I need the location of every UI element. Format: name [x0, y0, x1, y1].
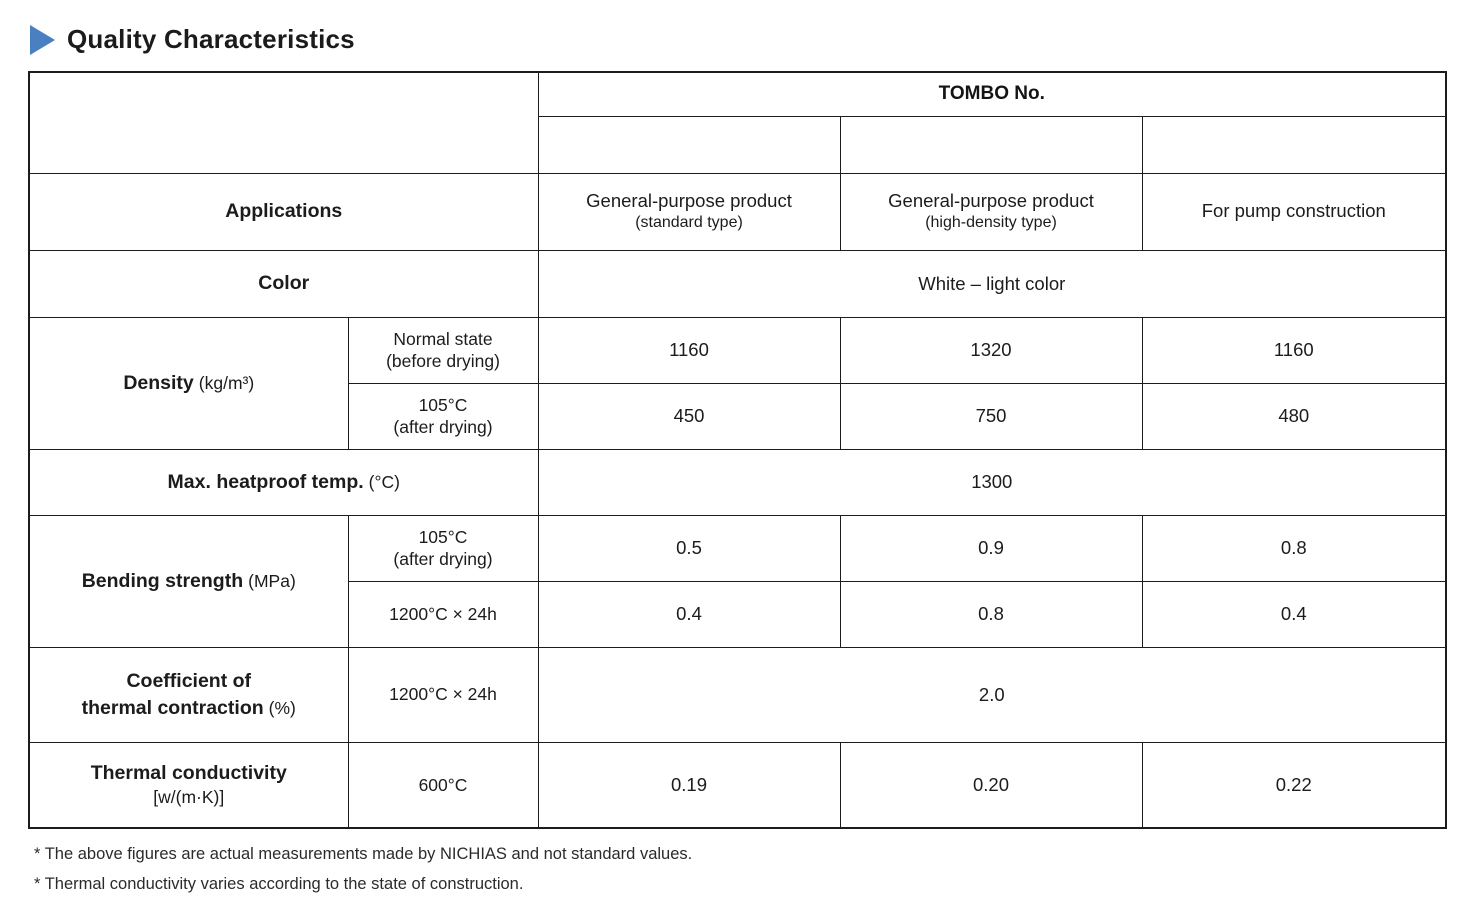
row-bending-dried: Bending strength (MPa) 105°C (after dryin… — [28, 514, 1447, 648]
color-value-cell: White – light color — [537, 249, 1447, 318]
conductivity-5675-700: 0.20 — [839, 741, 1143, 829]
bending-1200-5675-400P: 0.4 — [1141, 580, 1447, 648]
condition-text: Normal state — [393, 328, 493, 349]
conductivity-5675-400P: 0.22 — [1141, 741, 1447, 829]
quality-characteristics-table: Item TOMBO No. 5675-400 5675-700 5675-40… — [28, 71, 1448, 829]
bending-condition-dried-cell: 105°C (after drying) — [347, 514, 539, 582]
bending-dried-5675-400P: 0.8 — [1141, 514, 1447, 582]
conductivity-5675-400: 0.19 — [537, 741, 841, 829]
density-normal-5675-700: 1320 — [839, 316, 1143, 384]
density-normal-5675-400P: 1160 — [1141, 316, 1447, 384]
contraction-unit: (%) — [268, 697, 296, 718]
column-header-5675-400P: 5675-400P — [1141, 115, 1447, 174]
contraction-label-text: thermal contraction — [81, 696, 264, 719]
applications-label: Applications — [225, 200, 343, 223]
conductivity-unit: [w/(m·K)] — [153, 787, 225, 808]
row-thermal-conductivity: Thermal conductivity [w/(m·K)] 600°C 0.1… — [28, 741, 1447, 829]
contraction-label-line1: Coefficient of — [126, 670, 252, 693]
max-heatproof-unit: (°C) — [368, 471, 400, 492]
applications-cell-5675-700: General-purpose product (high-density ty… — [839, 172, 1143, 251]
bending-label-cell: Bending strength (MPa) — [28, 514, 349, 648]
contraction-label-cell: Coefficient of thermal contraction (%) — [28, 646, 349, 743]
page-title: Quality Characteristics — [67, 24, 355, 54]
max-heatproof-label: Max. heatproof temp. — [167, 470, 364, 493]
density-dried-5675-400P: 480 — [1141, 382, 1447, 450]
max-heatproof-value-cell: 1300 — [537, 448, 1447, 516]
density-label: Density — [123, 371, 194, 394]
row-max-heatproof-temp: Max. heatproof temp. (°C) 1300 — [28, 448, 1447, 516]
conductivity-label: Thermal conductivity — [90, 761, 287, 784]
applications-cell-5675-400P: For pump construction — [1141, 172, 1447, 251]
row-density-normal: Density (kg/m³) Normal state (before dryi… — [28, 316, 1447, 450]
section-arrow-icon — [30, 24, 55, 55]
density-dried-5675-700: 750 — [839, 382, 1143, 450]
bending-unit: (MPa) — [248, 570, 296, 591]
contraction-value-cell: 2.0 — [537, 646, 1447, 743]
bending-dried-5675-700: 0.9 — [839, 514, 1143, 582]
footnotes: * The above figures are actual measureme… — [34, 839, 1469, 899]
application-text: General-purpose product — [586, 190, 792, 212]
column-header-5675-400: 5675-400 — [537, 115, 841, 174]
density-label-cell: Density (kg/m³) — [28, 316, 349, 450]
conductivity-condition-cell: 600°C — [347, 741, 539, 829]
application-subtext: (standard type) — [635, 214, 743, 232]
applications-cell-5675-400: General-purpose product (standard type) — [537, 172, 841, 251]
conductivity-label-cell: Thermal conductivity [w/(m·K)] — [28, 741, 349, 829]
tombo-no-header-cell: TOMBO No. — [537, 71, 1447, 117]
color-label: Color — [258, 272, 310, 295]
footnote-measurements: * The above figures are actual measureme… — [34, 845, 693, 863]
bending-1200-5675-700: 0.8 — [839, 580, 1143, 648]
applications-label-cell: Applications — [28, 172, 539, 251]
column-header-5675-700: 5675-700 — [839, 115, 1143, 174]
item-header-cell: Item — [28, 71, 539, 174]
row-applications: Applications General-purpose product (st… — [28, 172, 1447, 251]
application-text: For pump construction — [1201, 200, 1386, 222]
condition-subtext: (after drying) — [393, 417, 493, 437]
contraction-condition-cell: 1200°C × 24h — [347, 646, 539, 743]
density-dried-5675-400: 450 — [537, 382, 841, 450]
row-product-columns: 5675-400 5675-700 5675-400P — [29, 115, 1447, 174]
condition-subtext: (after drying) — [393, 549, 493, 569]
application-subtext: (high-density type) — [925, 214, 1057, 232]
row-density-dried: 105°C (after drying) 450 750 480 — [29, 382, 1447, 450]
bending-label: Bending strength — [81, 569, 244, 592]
max-heatproof-label-cell: Max. heatproof temp. (°C) — [28, 448, 539, 516]
row-color: Color White – light color — [28, 249, 1447, 318]
color-label-cell: Color — [28, 249, 539, 318]
bending-1200-5675-400: 0.4 — [537, 580, 841, 648]
condition-text: 1200°C × 24h — [389, 603, 497, 624]
density-normal-5675-400: 1160 — [537, 316, 841, 384]
condition-text: 105°C — [418, 394, 468, 415]
section-header: Quality Characteristics — [30, 24, 1469, 55]
bending-dried-5675-400: 0.5 — [537, 514, 841, 582]
density-condition-normal-cell: Normal state (before drying) — [347, 316, 539, 384]
row-bending-1200: 1200°C × 24h 0.4 0.8 0.4 — [29, 580, 1447, 648]
bending-condition-1200-cell: 1200°C × 24h — [347, 580, 539, 648]
contraction-label-line2: thermal contraction (%) — [34, 695, 344, 721]
condition-text: 105°C — [418, 526, 468, 547]
density-unit: (kg/m³) — [198, 372, 255, 393]
application-text: General-purpose product — [888, 190, 1094, 212]
density-condition-dried-cell: 105°C (after drying) — [347, 382, 539, 450]
row-thermal-contraction: Coefficient of thermal contraction (%) 12… — [28, 646, 1447, 743]
condition-subtext: (before drying) — [386, 351, 500, 371]
row-tombo-header: Item TOMBO No. — [28, 71, 1447, 174]
footnote-conductivity: * Thermal conductivity varies according … — [34, 875, 524, 893]
